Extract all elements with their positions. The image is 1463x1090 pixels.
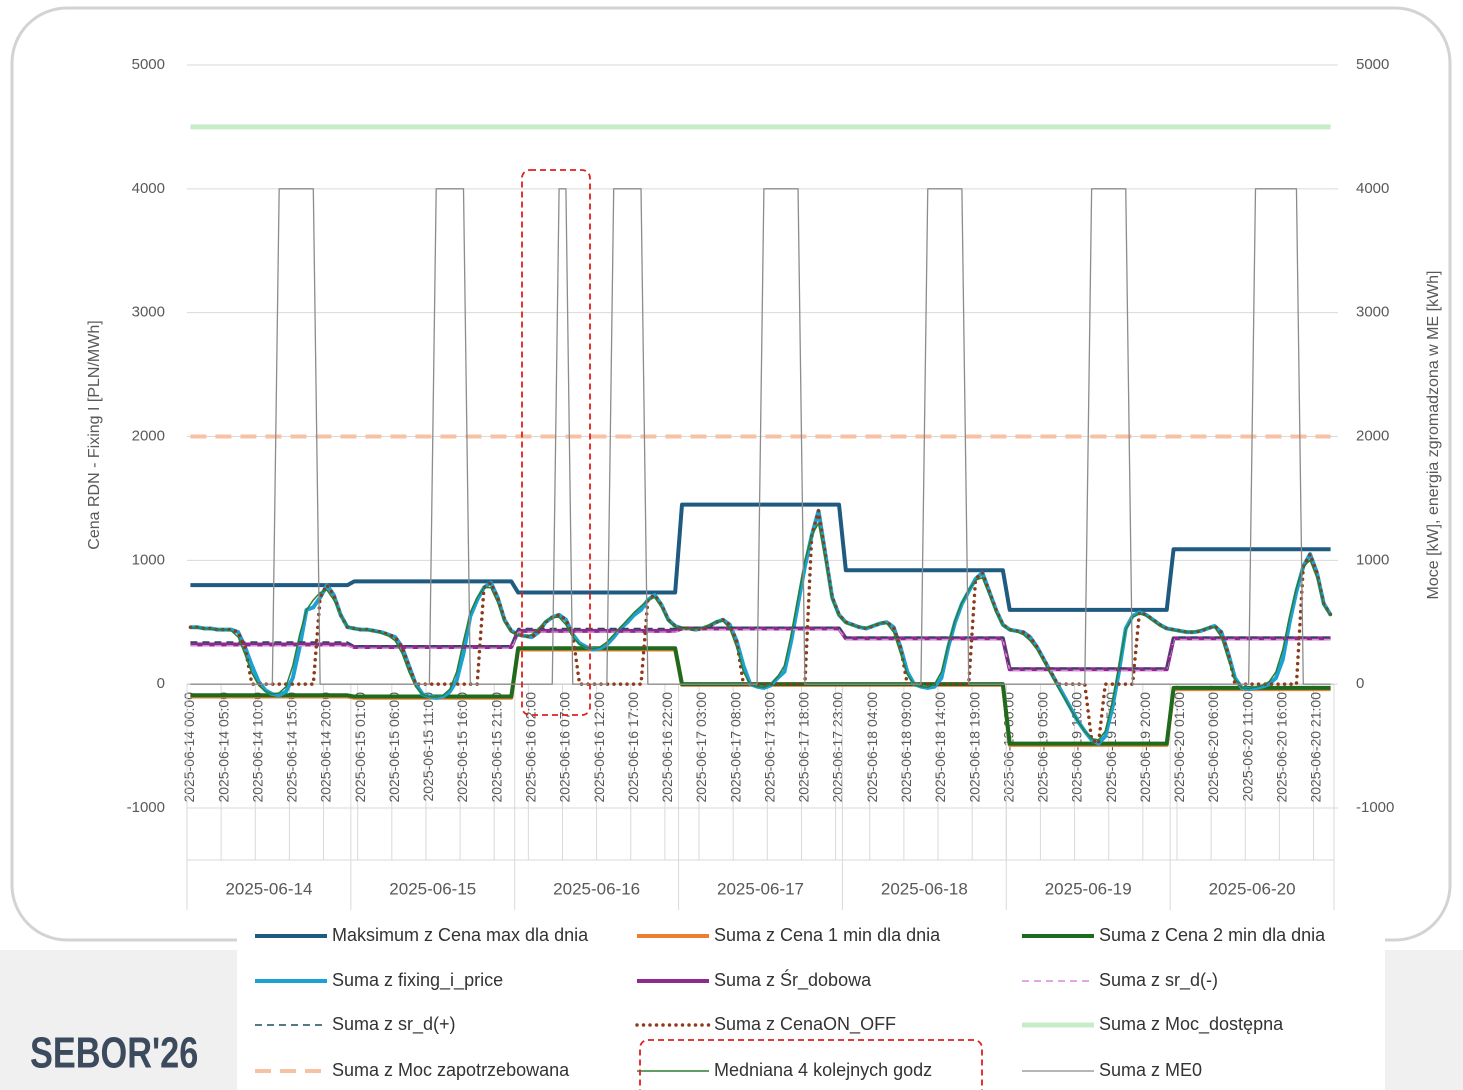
legend-label: Suma z Moc zapotrzebowana [332,1060,570,1080]
x-tick-label: 2025-06-15 06:00 [386,692,402,803]
y-tick-label: 1000 [132,551,165,568]
x-tick-label: 2025-06-16 07:00 [557,692,573,803]
legend-label: Suma z sr_d(-) [1099,970,1218,991]
y2-tick-label: -1000 [1356,799,1394,816]
series-line [190,626,1331,672]
x-tick-label: 2025-06-14 00:00 [181,692,197,803]
legend-label: Medniana 4 kolejnych godz [714,1060,932,1080]
group-label: 2025-06-15 [389,879,476,898]
y2-tick-label: 1000 [1356,551,1389,568]
y2-tick-label: 4000 [1356,180,1389,197]
x-tick-label: 2025-06-19 10:00 [1069,692,1085,803]
x-tick-label: 2025-06-14 10:00 [249,692,265,803]
x-tick-label: 2025-06-20 01:00 [1171,692,1187,803]
legend-label: Maksimum z Cena max dla dnia [332,925,589,945]
x-tick-label: 2025-06-17 03:00 [693,692,709,803]
y2-axis-title: Moce [kW], energia zgromadzona w ME [kWh… [1425,271,1442,600]
x-tick-label: 2025-06-15 16:00 [454,692,470,803]
group-label: 2025-06-16 [553,879,640,898]
y-tick-label: 5000 [132,56,165,73]
x-tick-label: 2025-06-17 08:00 [727,692,743,803]
highlight-box [521,169,591,716]
x-tick-label: 2025-06-16 02:00 [522,692,538,803]
series-line [190,188,1331,685]
x-tick-label: 2025-06-20 21:00 [1308,692,1324,803]
x-tick-label: 2025-06-18 14:00 [932,692,948,803]
legend-box [237,915,1385,1090]
x-tick-label: 2025-06-18 04:00 [864,692,880,803]
x-tick-label: 2025-06-20 16:00 [1273,692,1289,803]
x-tick-label: 2025-06-20 11:00 [1239,692,1255,802]
series-line [190,522,1332,741]
x-tick-label: 2025-06-17 23:00 [830,692,846,803]
logo: SEBOR'26 [30,1029,198,1078]
y-tick-label: 4000 [132,180,165,197]
group-label: 2025-06-19 [1045,879,1132,898]
legend-label: Suma z Cena 1 min dla dnia [714,925,941,945]
x-tick-label: 2025-06-14 05:00 [215,692,231,803]
x-tick-label: 2025-06-17 13:00 [761,692,777,803]
x-tick-label: 2025-06-15 11:00 [420,692,436,802]
y-axis-title: Cena RDN - Fixing I [PLN/MWh] [86,320,103,549]
x-tick-label: 2025-06-16 22:00 [659,692,675,803]
series-line [190,502,1331,612]
legend-label: Suma z CenaON_OFF [714,1014,896,1035]
x-tick-label: 2025-06-16 12:00 [591,692,607,803]
y2-tick-label: 5000 [1356,56,1389,73]
y-tick-label: -1000 [127,799,165,816]
x-tick-label: 2025-06-14 20:00 [318,692,334,803]
x-tick-label: 2025-06-19 20:00 [1137,692,1153,803]
series-line [190,628,1331,672]
x-tick-label: 2025-06-18 09:00 [898,692,914,803]
plot: -1000 0 1000 2000 3000 4000 5000 -1000 0 1000 2000… [86,56,1442,910]
x-tick-label: 2025-06-16 17:00 [625,692,641,803]
highlight-box [639,1039,983,1090]
series-line [190,626,1331,669]
group-label: 2025-06-18 [881,879,968,898]
x-tick-label: 2025-06-17 18:00 [796,692,812,803]
x-tick-label: 2025-06-19 00:00 [1000,692,1016,803]
x-tick-label: 2025-06-18 19:00 [966,692,982,803]
legend-label: Suma z Cena 2 min dla dnia [1099,925,1326,945]
legend-label: Suma z Moc_dostępna [1099,1014,1284,1035]
group-label: 2025-06-14 [225,879,312,898]
legend-label: Suma z fixing_i_price [332,970,503,991]
group-label: 2025-06-20 [1209,879,1296,898]
x-tick-label: 2025-06-19 15:00 [1103,692,1119,803]
x-tick-label: 2025-06-15 01:00 [352,692,368,803]
y2-tick-label: 3000 [1356,304,1389,321]
y2-tick-label: 0 [1356,675,1364,692]
y-tick-label: 3000 [132,304,165,321]
group-label: 2025-06-17 [717,879,804,898]
series-line [190,646,1331,746]
legend-label: Suma z Śr_dobowa [714,969,872,991]
series-line [188,509,1333,746]
legend: Maksimum z Cena max dla dnia Suma z Cena … [255,925,1326,1080]
y-tick-label: 2000 [132,427,165,444]
legend-label: Suma z ME0 [1099,1060,1202,1080]
legend-label: Suma z sr_d(+) [332,1014,456,1035]
x-tick-label: 2025-06-19 05:00 [1035,692,1051,803]
x-tick-label: 2025-06-20 06:00 [1205,692,1221,803]
x-tick-label: 2025-06-14 15:00 [284,692,300,803]
y2-tick-label: 2000 [1356,427,1389,444]
x-tick-label: 2025-06-15 21:00 [488,692,504,803]
y-tick-label: 0 [157,675,165,692]
